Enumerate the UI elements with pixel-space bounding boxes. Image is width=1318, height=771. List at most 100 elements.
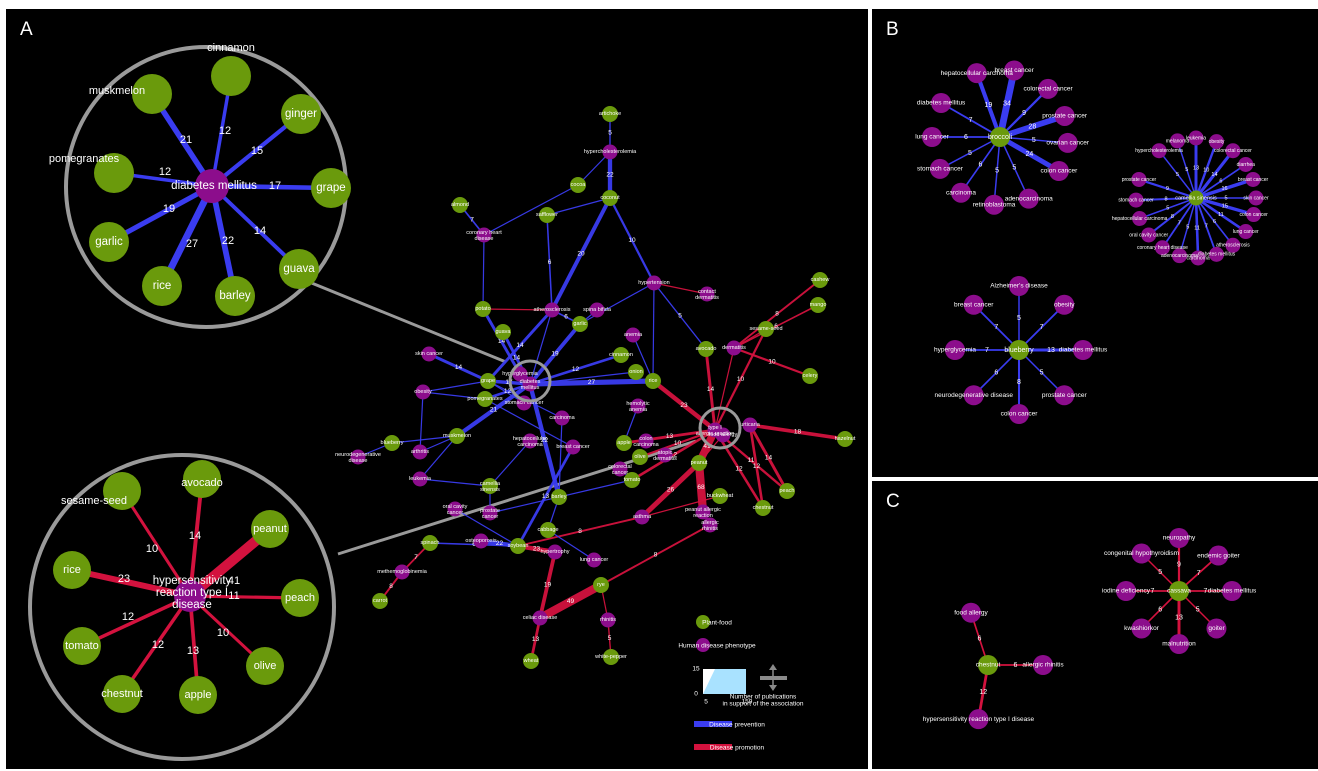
lens-bottom-node-peach [281, 579, 319, 617]
network-node-label-obesity: obesity [414, 389, 432, 395]
b-camellia-node-diarrhea [1238, 156, 1254, 172]
b-blueberry-label-prostate-cancer: prostate cancer [1042, 392, 1088, 399]
lens-bottom-label-peach: peach [285, 592, 315, 604]
b-broccoli-edge-breast-cancer [996, 69, 1018, 138]
lens-top-center-label: diabetes mellitus [171, 180, 257, 192]
lens-bottom-label-olive: olive [254, 660, 277, 672]
lens-bottom-label-apple: apple [185, 689, 212, 701]
network-node-rhinitis [600, 612, 616, 628]
network-node-oralcavity [447, 501, 463, 517]
b-camellia-label-diabetes-mellitus: diabetes mellitus [1198, 252, 1236, 258]
network-node-label-methemo: methemoglobinemia [377, 569, 427, 575]
b-blueberry-label-hyperglycemia: hyperglycemia [934, 347, 976, 354]
b-broccoli-weight-hepatocellular-carcinoma: 19 [984, 102, 992, 109]
lens-top-weight-barley: 22 [222, 235, 234, 247]
network-edge-weight: 49 [567, 598, 575, 605]
c-cassava-node-neuropathy [1169, 528, 1189, 548]
b-blueberry-node-neurodegenerative-disease [963, 385, 984, 406]
network-node-hcc [522, 433, 538, 449]
b-camellia-center-label: camellia sinensis [1175, 195, 1217, 201]
network-node-sesame [758, 321, 774, 337]
c-cassava-center-label: cassava [1167, 588, 1191, 595]
lens-top-node-center [195, 169, 229, 203]
network-edge-hypertension-garlic [579, 282, 655, 325]
legend-scale-box [703, 669, 746, 694]
lens-bottom-weight-apple: 13 [187, 645, 199, 657]
c-cassava-center-node [1169, 581, 1189, 601]
network-node-contactderm [699, 286, 715, 302]
c-cassava-weight-kwashiorkor: 6 [1158, 607, 1162, 614]
lens-bottom-node-peanut [251, 510, 289, 548]
legend-scale-max: 15 [692, 666, 700, 673]
network-node-label-cabbage: cabbage [537, 527, 558, 533]
b-blueberry-weight-diabetes-mellitus: 13 [1047, 347, 1055, 354]
b-broccoli-weight-colon-cancer: 24 [1026, 151, 1034, 158]
network-edge-weight: 5 [678, 313, 682, 320]
network-node-label-almond: almond [451, 202, 469, 208]
b-camellia-weight-oral-cavity-cancer: 8 [1171, 214, 1174, 220]
network-edge-obesity-pomegranates [422, 391, 486, 400]
network-node-artichoke [602, 106, 618, 122]
network-edge-muskmelon-diabetes [455, 382, 532, 438]
b-broccoli-node-stomach-cancer [929, 158, 950, 179]
network-node-label-artichoke: artichoke [599, 111, 621, 117]
lens-bottom-label-sesame-seed: sesame-seed [61, 495, 127, 507]
b-camellia-edge-colon-cancer [1195, 196, 1255, 217]
b-broccoli-node-adenocarcinoma [1018, 188, 1039, 209]
b-camellia-label-lung-cancer: lung cancer [1233, 229, 1259, 235]
network-edge-allergicrhinitis-rye [600, 524, 711, 586]
network-node-label-leukemia: leukemia [409, 476, 432, 482]
b-broccoli-node-breast-cancer [1004, 60, 1025, 81]
network-edge-weight: 12 [504, 388, 512, 395]
b-camellia-weight-carcinoma: 11 [1194, 225, 1200, 231]
b-camellia-node-hepatocellular-carcinoma [1132, 211, 1148, 227]
b-blueberry-node-obesity [1054, 294, 1075, 315]
network-edge-celiac-hypertrophy [538, 551, 557, 619]
lens-top-weight-guava: 14 [254, 225, 266, 237]
network-node-dermatitis [726, 340, 742, 356]
b-camellia-label-diarrhea: diarrhea [1237, 162, 1256, 168]
network-node-label-lungcancer: lung cancer [580, 557, 609, 563]
lens-bottom-edge-avocado [188, 478, 204, 597]
network-node-buckwheat [712, 488, 728, 504]
network-node-diabetes [522, 376, 538, 392]
network-node-leukemia [412, 471, 428, 487]
network-node-camellia [482, 478, 498, 494]
b-camellia-edge-oral-cavity-cancer [1148, 197, 1197, 236]
network-node-pomegranates [477, 391, 493, 407]
network-edge-soybean-oralcavity [454, 508, 519, 547]
network-edge-type1-chestnut [713, 429, 765, 509]
network-edge-weight: 5 [608, 635, 612, 642]
network-edge-atherosclerosis-diabetes [529, 309, 553, 385]
network-node-label-olive: olive [634, 454, 645, 460]
network-node-label-anemia: anemia [624, 332, 643, 338]
b-camellia-weight-skin-cancer: 5 [1224, 195, 1227, 201]
lens-top-weight-grape: 17 [269, 180, 281, 192]
b-camellia-weight-adenocarcinoma: 5 [1186, 224, 1189, 230]
legend-disease-dot [696, 638, 710, 652]
b-broccoli-weight-prostate-cancer: 28 [1028, 123, 1036, 130]
network-edge-pomegranates-breastcancer [484, 398, 574, 448]
panel-label-b: B [886, 19, 899, 40]
network-node-tomato [624, 472, 640, 488]
b-camellia-edge-adenocarcinoma [1178, 197, 1197, 256]
network-node-label-peach: peach [780, 488, 795, 494]
b-camellia-node-colon-cancer [1246, 207, 1262, 223]
c-chestnut-label-allergic-rhinitis: allergic rhinitis [1022, 662, 1064, 669]
network-node-label-rice: rice [649, 378, 658, 384]
network-edge-weight: 11 [748, 457, 755, 464]
network-edge-weight: 22 [541, 437, 549, 444]
lens-top-node-muskmelon [132, 74, 172, 114]
b-broccoli-weight-stomach-cancer: 5 [968, 150, 972, 157]
network-edge-cashew-dermatitis [733, 279, 821, 349]
network-node-atopic [657, 447, 673, 463]
lens-top-label-guava: guava [283, 263, 315, 275]
network-node-label-coloncarcinoma: colon carcinoma [633, 436, 659, 448]
network-node-label-hypertrophy: hypertrophy [540, 549, 569, 555]
network-node-muskmelon [449, 428, 465, 444]
b-camellia-weight-diarrhea: 6 [1219, 179, 1222, 185]
b-camellia-label-adenocarcinoma: adenocarcinoma [1161, 253, 1198, 259]
network-node-label-chd: coronary heart disease [466, 230, 502, 242]
network-edge-atherosclerosis-potato [482, 308, 553, 311]
network-edge-weight: 10 [628, 237, 636, 244]
